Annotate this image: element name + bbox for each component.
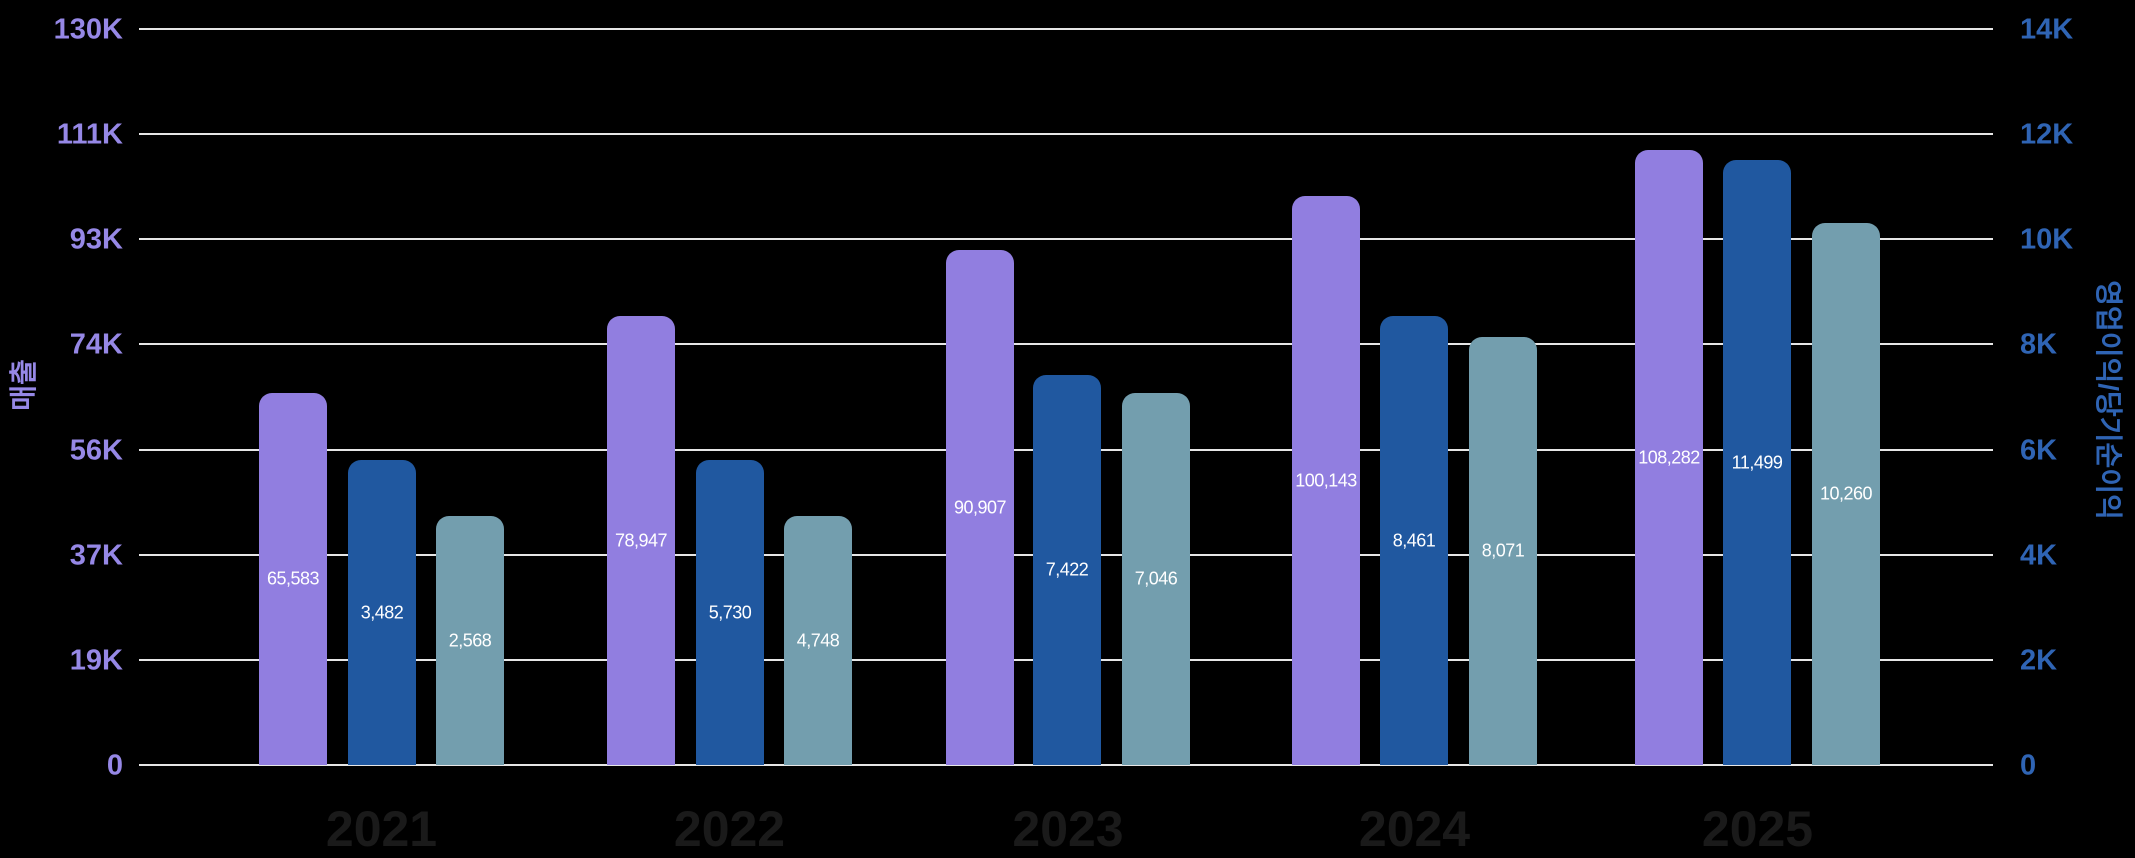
right-axis-tick: 8K [2020, 328, 2058, 361]
bar-value-label: 3,482 [360, 602, 404, 622]
right-axis-tick: 12K [2020, 118, 2074, 151]
right-axis-tick: 14K [2020, 13, 2074, 46]
bar-2024-2: 8,071 [1469, 337, 1537, 765]
bar-2022-0: 78,947 [607, 316, 675, 765]
right-axis-tick: 10K [2020, 223, 2074, 256]
left-axis-tick: 0 [106, 749, 123, 782]
bar-2022-1: 5,730 [696, 460, 764, 765]
bar-value-label: 8,461 [1392, 530, 1436, 550]
bar-value-label: 90,907 [953, 497, 1007, 517]
bar-2023-1: 7,422 [1033, 375, 1101, 765]
right-axis-label: 영업이익/당기순이익 [2093, 280, 2124, 520]
x-axis-tick: 2022 [673, 801, 786, 857]
bar-2024-0: 100,143 [1292, 196, 1360, 765]
bar-2022-2: 4,748 [784, 516, 852, 765]
left-axis-label: 매출 [8, 359, 39, 411]
bar-value-label: 108,282 [1638, 447, 1700, 467]
right-axis-tick: 2K [2020, 644, 2058, 677]
gridline [139, 238, 1993, 241]
bar-value-label: 10,260 [1819, 483, 1873, 504]
bar-2025-0: 108,282 [1635, 150, 1703, 765]
gridline [139, 764, 1993, 766]
gridline [139, 343, 1993, 346]
left-axis-tick: 19K [69, 644, 123, 677]
left-axis-tick: 56K [69, 434, 123, 467]
bar-2023-0: 90,907 [946, 250, 1014, 765]
bar-value-label: 7,046 [1134, 568, 1178, 589]
left-axis-tick: 130K [53, 13, 123, 46]
right-axis-tick: 6K [2020, 434, 2058, 467]
left-axis-tick: 93K [69, 223, 123, 256]
bar-value-label: 65,583 [266, 568, 320, 589]
bar-2021-1: 3,482 [348, 460, 416, 765]
left-axis-tick: 111K [56, 118, 123, 151]
gridline [139, 28, 1993, 30]
bar-value-label: 100,143 [1295, 470, 1357, 490]
bar-value-label: 8,071 [1481, 540, 1525, 561]
left-axis-tick: 74K [69, 328, 123, 361]
bar-value-label: 4,748 [796, 630, 840, 650]
bar-2021-0: 65,583 [259, 393, 327, 765]
bar-2025-2: 10,260 [1812, 223, 1880, 765]
x-axis-tick: 2023 [1012, 801, 1124, 857]
right-axis-tick: 0 [2020, 749, 2037, 782]
x-axis-tick: 2025 [1701, 801, 1814, 857]
bar-2021-2: 2,568 [436, 516, 504, 765]
bar-2023-2: 7,046 [1122, 393, 1190, 765]
bar-value-label: 7,422 [1045, 559, 1089, 580]
bar-value-label: 2,568 [448, 630, 492, 650]
x-axis-tick: 2021 [325, 801, 438, 857]
bar-value-label: 5,730 [708, 602, 752, 622]
bar-value-label: 78,947 [614, 530, 668, 550]
bar-2025-1: 11,499 [1723, 160, 1791, 765]
x-axis-tick: 2024 [1358, 801, 1471, 857]
left-axis-tick: 37K [69, 539, 123, 572]
bar-value-label: 11,499 [1731, 452, 1783, 472]
bar-2024-1: 8,461 [1380, 316, 1448, 765]
gridline [139, 133, 1993, 136]
right-axis-tick: 4K [2020, 539, 2058, 572]
